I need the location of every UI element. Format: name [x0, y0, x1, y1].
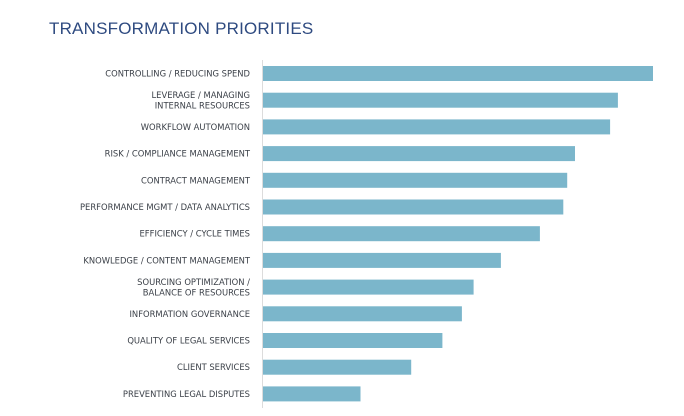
bar-9 [263, 306, 462, 322]
category-label-line: CLIENT SERVICES [177, 362, 250, 372]
category-label-5: PERFORMANCE MGMT / DATA ANALYTICS [80, 202, 250, 212]
bar-12 [263, 386, 361, 402]
bar-11 [263, 359, 412, 375]
category-label-3: RISK / COMPLIANCE MANAGEMENT [105, 149, 251, 159]
category-label-7: KNOWLEDGE / CONTENT MANAGEMENT [83, 255, 250, 265]
category-label-line: PERFORMANCE MGMT / DATA ANALYTICS [80, 202, 250, 212]
category-label-line: INFORMATION GOVERNANCE [129, 309, 250, 319]
bar-3 [263, 146, 575, 162]
bar-4 [263, 172, 568, 188]
category-label-4: CONTRACT MANAGEMENT [141, 175, 251, 185]
category-label-line: BALANCE OF RESOURCES [143, 287, 250, 297]
category-label-line: EFFICIENCY / CYCLE TIMES [140, 229, 250, 239]
category-label-0: CONTROLLING / REDUCING SPEND [105, 69, 250, 79]
bar-6 [263, 226, 540, 242]
bar-8 [263, 279, 474, 295]
category-label-line: SOURCING OPTIMIZATION / [137, 277, 250, 287]
category-label-line: KNOWLEDGE / CONTENT MANAGEMENT [83, 255, 250, 265]
bar-2 [263, 119, 611, 135]
bar-5 [263, 199, 564, 215]
category-label-line: CONTRACT MANAGEMENT [141, 175, 251, 185]
bar-10 [263, 333, 443, 348]
category-label-2: WORKFLOW AUTOMATION [141, 122, 250, 132]
bar-1 [263, 92, 618, 108]
category-label-line: PREVENTING LEGAL DISPUTES [123, 389, 250, 399]
category-label-line: QUALITY OF LEGAL SERVICES [127, 336, 250, 346]
bar-7 [263, 252, 501, 268]
category-label-line: INTERNAL RESOURCES [155, 100, 250, 110]
category-label-line: LEVERAGE / MANAGING [152, 90, 250, 100]
category-label-9: INFORMATION GOVERNANCE [129, 309, 250, 319]
category-label-8: SOURCING OPTIMIZATION / BALANCE OF RESOUR… [137, 277, 250, 298]
category-label-1: LEVERAGE / MANAGING INTERNAL RESOURCES [152, 90, 250, 111]
category-label-line: RISK / COMPLIANCE MANAGEMENT [105, 149, 251, 159]
category-label-12: PREVENTING LEGAL DISPUTES [123, 389, 250, 399]
bar-0 [263, 66, 653, 81]
chart-title: TRANSFORMATION PRIORITIES [49, 19, 314, 38]
category-label-10: QUALITY OF LEGAL SERVICES [127, 336, 250, 346]
category-label-11: CLIENT SERVICES [177, 362, 250, 372]
category-label-line: WORKFLOW AUTOMATION [141, 122, 250, 132]
category-label-line: CONTROLLING / REDUCING SPEND [105, 69, 250, 79]
category-label-6: EFFICIENCY / CYCLE TIMES [140, 229, 250, 239]
